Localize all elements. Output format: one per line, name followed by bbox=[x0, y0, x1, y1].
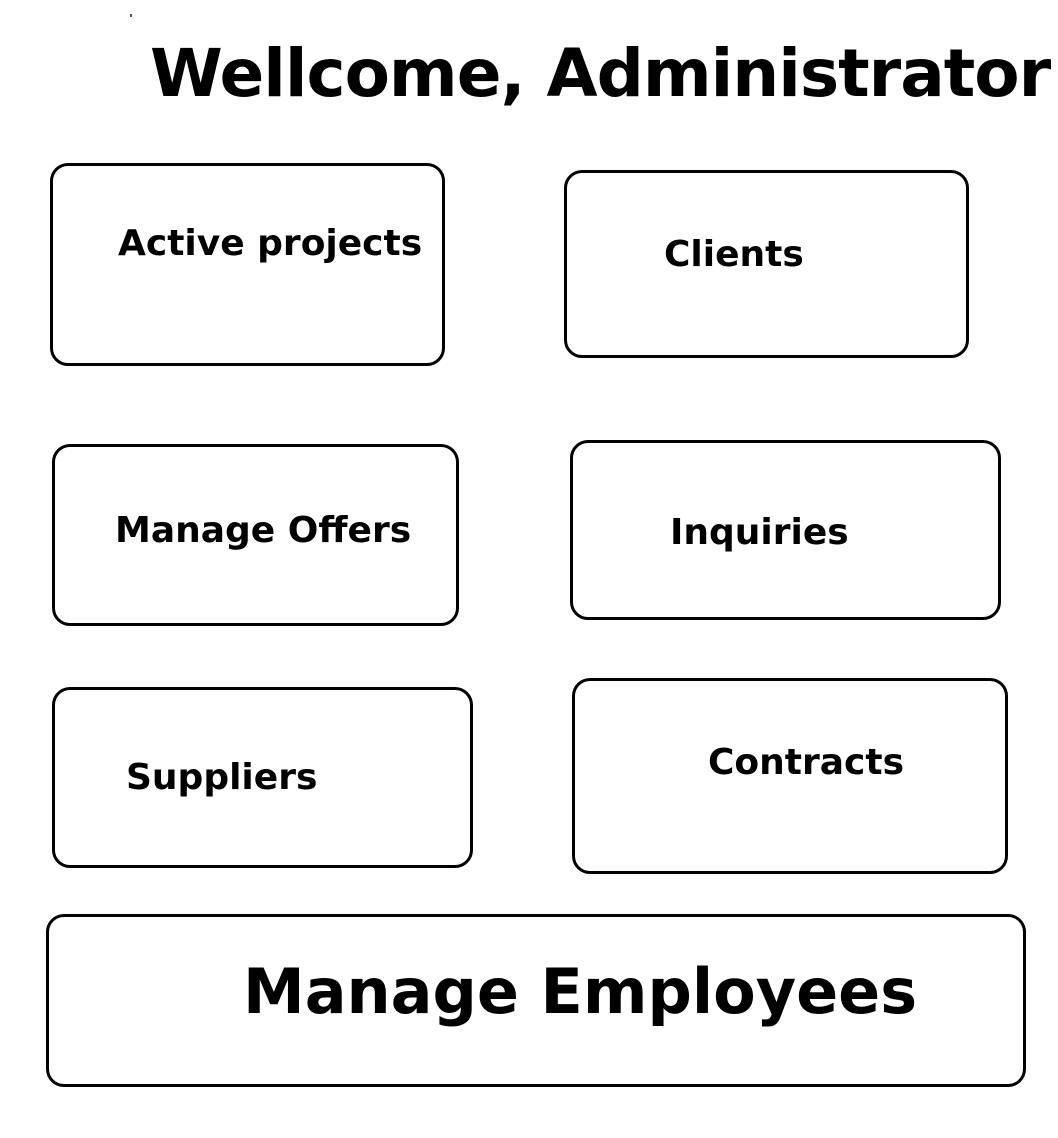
manage-employees-button[interactable]: Manage Employees bbox=[46, 914, 1026, 1087]
inquiries-button[interactable]: Inquiries bbox=[570, 440, 1001, 620]
inquiries-label: Inquiries bbox=[670, 511, 849, 555]
manage-offers-label: Manage Offers bbox=[115, 509, 411, 553]
clients-button[interactable]: Clients bbox=[564, 170, 969, 358]
page-title: Wellcome, Administrator! bbox=[150, 34, 1030, 114]
active-projects-label: Active projects bbox=[118, 222, 422, 266]
contracts-button[interactable]: Contracts bbox=[572, 678, 1008, 874]
manage-offers-button[interactable]: Manage Offers bbox=[52, 444, 459, 626]
contracts-label: Contracts bbox=[708, 741, 904, 785]
clients-label: Clients bbox=[664, 233, 804, 277]
stray-mark bbox=[130, 14, 132, 17]
suppliers-button[interactable]: Suppliers bbox=[52, 687, 473, 868]
active-projects-button[interactable]: Active projects bbox=[50, 163, 445, 366]
manage-employees-label: Manage Employees bbox=[243, 954, 917, 1030]
suppliers-label: Suppliers bbox=[126, 756, 317, 800]
